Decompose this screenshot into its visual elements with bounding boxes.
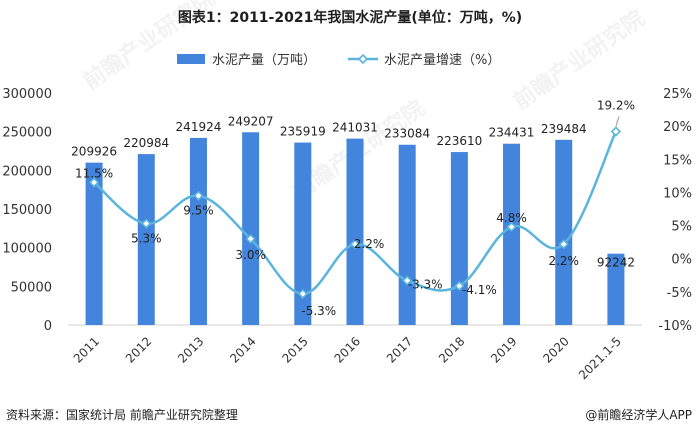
y-left-tick-label: 0	[44, 319, 52, 334]
bar-series	[85, 132, 625, 325]
y-left-tick-label: 300000	[2, 87, 52, 102]
bar	[242, 132, 260, 325]
bar	[450, 152, 468, 325]
y-right-tick-label: -10%	[658, 319, 692, 334]
bar-value-label: 234431	[489, 126, 535, 140]
bar-value-label: 241924	[176, 120, 222, 134]
y-right-tick-label: -5%	[667, 286, 692, 301]
y-left-tick-label: 100000	[2, 242, 52, 257]
legend-bar-swatch	[177, 54, 205, 64]
bar-value-label: 209926	[71, 145, 117, 159]
legend-bar-label: 水泥产量（万吨）	[212, 53, 316, 68]
brand-credit: @前瞻经济学人APP	[585, 408, 692, 422]
line-point-marker	[454, 280, 465, 292]
y-left-tick-label: 250000	[2, 126, 52, 141]
x-tick-label: 2011	[71, 334, 102, 365]
bar	[189, 137, 207, 325]
x-tick-label: 2013	[175, 334, 206, 365]
line-point-marker	[193, 190, 204, 201]
line-value-label: 2.2%	[548, 254, 579, 268]
bar	[607, 253, 625, 325]
x-tick-label: 2019	[488, 334, 519, 365]
line-value-label: -3.3%	[408, 278, 443, 292]
source-note: 资料来源：国家统计局 前瞻产业研究院整理	[6, 408, 238, 422]
legend-line-label: 水泥产量增速（%）	[384, 53, 500, 68]
line-value-label: 9.5%	[183, 204, 214, 218]
line-point-marker	[610, 126, 622, 137]
x-tick-label: 2020	[540, 334, 571, 365]
line-point-marker	[297, 288, 308, 299]
y-right-tick-label: 10%	[663, 186, 692, 201]
line-value-label: 3.0%	[235, 248, 266, 262]
x-tick-label: 2021.1-5	[576, 334, 624, 382]
bar	[137, 154, 155, 325]
bar	[503, 143, 521, 325]
legend: 水泥产量（万吨） 水泥产量增速（%）	[177, 53, 500, 68]
label-leader-line	[615, 116, 620, 127]
x-tick-label: 2012	[123, 334, 154, 365]
line-value-label: -5.3%	[301, 304, 336, 318]
line-point-marker	[506, 221, 517, 233]
line-point-marker	[141, 218, 152, 229]
line-point-marker	[402, 275, 413, 286]
x-tick-label: 2017	[384, 334, 415, 365]
line-point-marker	[245, 233, 256, 244]
y-right-tick-label: 5%	[671, 220, 692, 235]
bar	[346, 138, 364, 325]
x-tick-label: 2014	[227, 334, 258, 365]
bar-value-label: 241031	[332, 121, 378, 135]
y-left-tick-label: 50000	[11, 280, 52, 295]
x-tick-label: 2016	[332, 334, 363, 365]
watermark-text: 前瞻产业研究院	[79, 0, 220, 95]
line-point-marker	[558, 238, 569, 250]
y-right-tick-label: 0%	[671, 253, 692, 268]
bar-value-label: 239484	[541, 122, 587, 136]
y-right-tick-label: 15%	[663, 153, 692, 168]
bar	[85, 162, 103, 325]
chart-title: 图表1：2011-2021年我国水泥产量(单位：万吨，%)	[177, 10, 523, 26]
line-value-label: 11.5%	[75, 166, 113, 180]
bar	[294, 142, 312, 325]
bar-value-label: 233084	[384, 127, 430, 141]
bar-value-label: 220984	[123, 136, 169, 150]
bar	[398, 144, 416, 325]
line-point-marker	[88, 177, 100, 188]
line-value-label: -4.1%	[462, 283, 497, 297]
legend-line-marker	[357, 53, 369, 65]
line-series	[88, 126, 622, 299]
line-value-label: 19.2%	[597, 98, 635, 112]
line-value-label: 4.8%	[496, 211, 527, 225]
line-value-label: 5.3%	[131, 232, 162, 246]
bar-value-label: 223610	[436, 134, 482, 148]
bar	[555, 139, 573, 325]
bar-value-label: 92242	[597, 256, 635, 270]
bar-value-label: 249207	[228, 114, 274, 128]
x-tick-label: 2015	[279, 334, 310, 365]
line-value-label: 2.2%	[354, 237, 385, 251]
x-tick-label: 2018	[436, 334, 467, 365]
data-labels: 209926 220984 241924 249207 235919 241031 2330…	[71, 98, 635, 317]
line-point-marker	[349, 238, 361, 250]
y-left-tick-label: 150000	[2, 203, 52, 218]
y-right-tick-label: 20%	[663, 120, 692, 135]
y-left-tick-label: 200000	[2, 164, 52, 179]
bar-value-label: 235919	[280, 125, 326, 139]
y-right-tick-label: 25%	[663, 87, 692, 102]
